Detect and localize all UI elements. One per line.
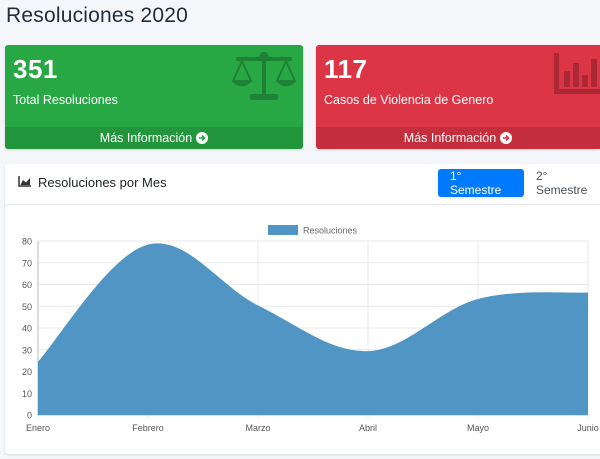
series-area-0: [38, 244, 588, 415]
box-number: 351: [13, 54, 58, 85]
legend-label: Resoluciones: [303, 226, 358, 236]
footer-label: Más Información: [100, 131, 192, 145]
arrow-circle-right-icon: [500, 132, 512, 144]
area-chart-icon: [18, 175, 32, 190]
box-label: Total Resoluciones: [13, 93, 118, 107]
violencia-genero-box: 117 Casos de Violencia de Genero Más Inf…: [316, 45, 600, 149]
resoluciones-chart: 0 10 20 30 40 50 60 70 80 Enero Febrero Marzo Abril M…: [5, 209, 600, 459]
tab-segundo-semestre[interactable]: 2° Semestre: [524, 169, 600, 197]
y-tick-label: 30: [22, 345, 32, 355]
box-number: 117: [324, 54, 367, 85]
card-header: Resoluciones por Mes 1° Semestre 2° Seme…: [5, 164, 600, 205]
y-tick-label: 70: [22, 258, 32, 268]
page-title: Resoluciones 2020: [6, 4, 188, 28]
resoluciones-por-mes-card: Resoluciones por Mes 1° Semestre 2° Seme…: [5, 164, 600, 454]
arrow-circle-right-icon: [196, 132, 208, 144]
legend-swatch: [268, 225, 298, 235]
mas-informacion-link[interactable]: Más Información: [316, 127, 600, 149]
x-tick-label: Junio: [577, 423, 599, 433]
x-tick-label: Marzo: [245, 423, 270, 433]
balance-scale-icon: [230, 48, 298, 109]
y-tick-label: 40: [22, 324, 32, 334]
card-title: Resoluciones por Mes: [18, 175, 167, 190]
x-tick-label: Abril: [359, 423, 377, 433]
x-tick-label: Febrero: [132, 423, 164, 433]
box-label: Casos de Violencia de Genero: [324, 93, 493, 107]
tab-primer-semestre[interactable]: 1° Semestre: [438, 169, 524, 197]
y-tick-label: 80: [22, 237, 32, 247]
footer-label: Más Información: [404, 131, 496, 145]
bar-chart-icon: [552, 51, 600, 102]
y-tick-label: 50: [22, 302, 32, 312]
x-tick-label: Enero: [26, 423, 50, 433]
x-tick-label: Mayo: [467, 423, 489, 433]
mas-informacion-link[interactable]: Más Información: [5, 127, 303, 149]
y-tick-label: 60: [22, 280, 32, 290]
y-tick-label: 10: [22, 389, 32, 399]
y-tick-label: 20: [22, 367, 32, 377]
card-title-label: Resoluciones por Mes: [38, 175, 167, 190]
total-resoluciones-box: 351 Total Resoluciones Más Información: [5, 45, 303, 149]
y-tick-label: 0: [27, 411, 32, 421]
